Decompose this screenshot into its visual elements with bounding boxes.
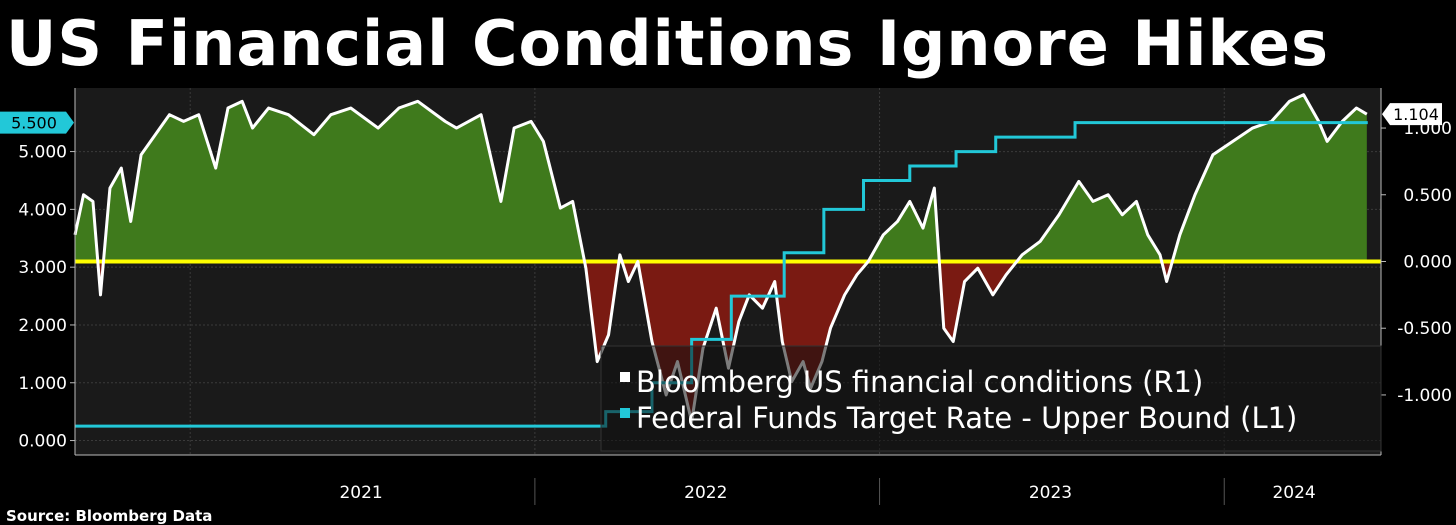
legend-swatch: [620, 372, 630, 382]
financial-conditions-line: [73, 93, 1368, 424]
left-tick-label: 2.000: [18, 316, 67, 336]
left-last-value-tag: [0, 111, 74, 134]
right-tick-label: 0.000: [1403, 252, 1452, 272]
left-tick-label: 4.000: [18, 200, 67, 220]
source-note: Source: Bloomberg Data: [6, 507, 213, 525]
axes: 0.000 1.000 2.000 3.000 4.000 5.000 -1.000 -0.5…: [18, 88, 1452, 505]
area-fills: [75, 94, 1367, 422]
legend-label: Bloomberg US financial conditions (R1): [636, 365, 1203, 399]
x-tick-label: 2024: [1272, 483, 1315, 503]
right-tick-label: 0.500: [1403, 186, 1452, 206]
left-tick-label: 1.000: [18, 374, 67, 394]
legend-box: [600, 345, 1382, 452]
right-tick-label: -0.500: [1397, 319, 1452, 339]
legend-label: Federal Funds Target Rate - Upper Bound …: [636, 401, 1297, 435]
right-last-value: 1.104: [1393, 105, 1439, 124]
right-tick-label: -1.000: [1397, 386, 1452, 406]
x-tick-label: 2022: [684, 483, 727, 503]
x-tick-label: 2021: [339, 483, 382, 503]
left-last-value: 5.500: [11, 114, 57, 133]
value-labels: 5.500 1.104: [0, 103, 1442, 134]
left-tick-label: 0.000: [18, 432, 67, 452]
x-tick-label: 2023: [1029, 483, 1072, 503]
left-tick-label: 3.000: [18, 258, 67, 278]
right-last-value-tag: [1382, 103, 1442, 126]
legend-swatch: [620, 408, 630, 418]
positive-area: [75, 94, 1367, 262]
left-tick-label: 5.000: [18, 143, 67, 163]
negative-area: [75, 261, 1367, 422]
legend: Bloomberg US financial conditions (R1)Fe…: [600, 345, 1382, 452]
chart-title: US Financial Conditions Ignore Hikes: [6, 7, 1330, 80]
